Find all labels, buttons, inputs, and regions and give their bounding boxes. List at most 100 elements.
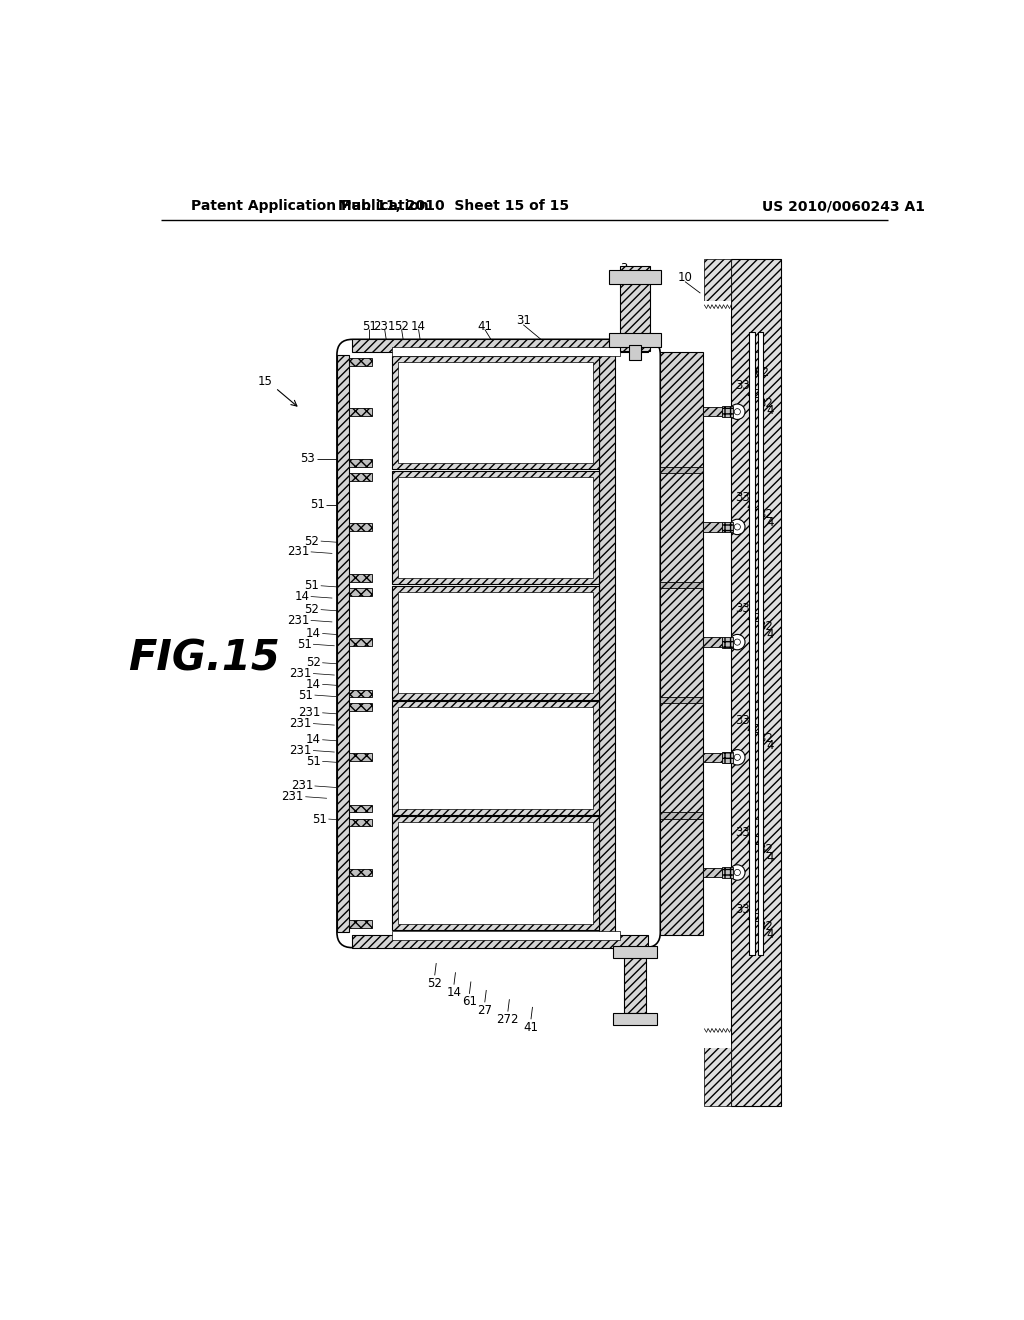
Text: 51: 51 [309,499,325,511]
Text: 42: 42 [746,611,762,624]
Text: 42: 42 [746,500,762,513]
Text: 231: 231 [289,717,311,730]
Bar [731,259,781,1105]
Text: 4: 4 [767,404,774,417]
Circle shape [734,870,740,875]
Bar [660,697,702,704]
Bar [397,362,593,463]
Text: 4: 4 [767,516,774,529]
Text: 231: 231 [289,667,311,680]
Text: 41: 41 [477,319,493,333]
Text: 32: 32 [758,508,773,521]
Text: 42: 42 [746,388,762,401]
Bar [349,358,373,366]
Bar [349,589,373,595]
Bar [349,473,373,480]
Text: 51: 51 [298,689,313,702]
Text: 42: 42 [746,723,762,737]
Bar [349,408,373,416]
Bar [397,708,593,809]
Text: 33: 33 [735,903,750,916]
Bar [722,867,733,878]
Bar [391,347,621,356]
Circle shape [734,639,740,645]
Bar [349,920,373,928]
Text: 14: 14 [306,733,321,746]
Bar [349,523,373,531]
Bar [349,869,373,876]
Text: 10: 10 [678,271,692,284]
Text: 51: 51 [312,813,327,825]
Circle shape [730,635,745,649]
Bar [608,271,662,284]
Text: 52: 52 [427,977,442,990]
Text: 231: 231 [289,744,311,758]
Text: 14: 14 [411,319,426,333]
Bar [758,331,763,956]
Bar [705,1028,731,1048]
Bar [337,355,349,932]
Text: 231: 231 [374,319,396,333]
Bar [349,818,373,826]
Circle shape [734,754,740,760]
Bar [702,752,722,762]
Circle shape [734,409,740,414]
Bar [349,639,373,645]
Text: 14: 14 [446,986,462,999]
Circle shape [730,750,745,766]
Bar [397,593,593,693]
Bar [629,345,641,360]
Text: 32: 32 [758,731,773,744]
Bar [749,331,755,956]
Bar [702,867,722,876]
Text: 33: 33 [735,379,750,392]
Bar [705,1044,731,1105]
Text: 51: 51 [361,319,377,333]
Text: 4: 4 [767,928,774,941]
Bar [391,701,599,814]
Text: 4: 4 [767,851,774,865]
Text: 32: 32 [758,397,773,409]
Text: 51: 51 [306,755,321,768]
Bar [702,638,722,647]
FancyBboxPatch shape [337,339,660,948]
Text: 61: 61 [462,995,477,1008]
Text: 4: 4 [767,739,774,752]
Text: 51: 51 [304,579,319,593]
Bar [599,351,614,936]
Text: 51: 51 [297,638,311,651]
Text: Patent Application Publication: Patent Application Publication [190,199,428,213]
Bar [660,582,702,589]
Bar [612,946,657,958]
Text: 41: 41 [523,1020,539,1034]
Bar [349,459,373,467]
Text: 62: 62 [755,366,769,379]
Bar [612,1014,657,1024]
Text: FIG.15: FIG.15 [128,638,280,680]
Bar [391,931,621,940]
Bar [349,574,373,582]
Text: 33: 33 [735,491,750,504]
Bar [705,259,731,305]
Text: 14: 14 [306,627,321,640]
Text: 231: 231 [287,614,309,627]
Text: 4: 4 [767,628,774,640]
Text: 32: 32 [758,843,773,857]
Text: 15: 15 [258,375,272,388]
Bar [391,586,599,700]
Bar [702,523,722,532]
Text: 42: 42 [746,834,762,847]
Bar [705,301,731,317]
Bar [349,704,373,711]
Circle shape [734,524,740,531]
Bar [349,689,373,697]
Bar [660,467,702,473]
Bar [722,407,733,417]
Circle shape [730,519,745,535]
Text: 272: 272 [497,1014,519,1026]
Text: 231: 231 [287,545,309,558]
Circle shape [730,865,745,880]
Text: 33: 33 [735,714,750,727]
Bar [391,355,599,469]
Bar [349,754,373,762]
